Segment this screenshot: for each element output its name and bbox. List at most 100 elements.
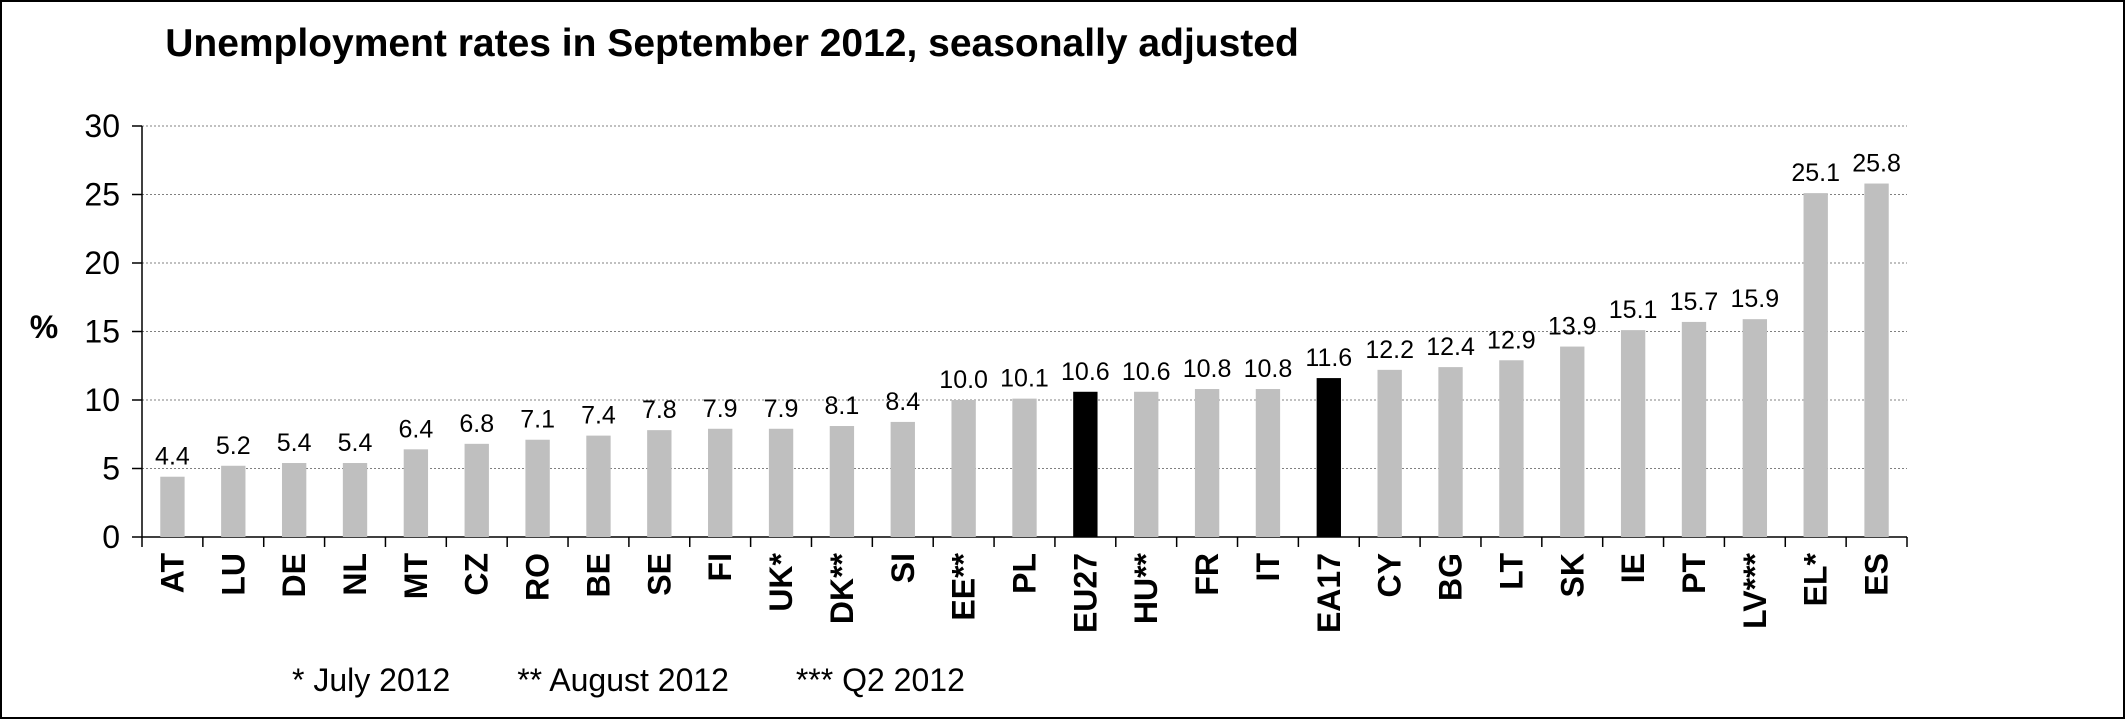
bar-dk — [829, 426, 855, 537]
value-label: 10.6 — [1122, 358, 1171, 386]
value-label: 25.8 — [1852, 150, 1901, 178]
value-label: 11.6 — [1305, 344, 1352, 372]
category-label: UK* — [763, 552, 799, 611]
bar-pl — [1012, 398, 1037, 537]
value-label: 13.9 — [1548, 313, 1597, 341]
bar-fi — [708, 428, 733, 537]
bar-hu — [1134, 391, 1159, 537]
bar-cy — [1377, 369, 1402, 537]
category-label: ES — [1859, 553, 1895, 596]
bar-de — [281, 463, 307, 537]
bar-ro — [525, 439, 550, 537]
category-label: NL — [337, 553, 373, 596]
footnote-q2: *** Q2 2012 — [795, 662, 965, 698]
value-label: 5.4 — [338, 429, 373, 457]
value-label: 7.9 — [703, 395, 738, 423]
bar-cz — [464, 443, 489, 537]
value-label: 10.8 — [1183, 355, 1232, 383]
bar-lu — [221, 465, 246, 537]
bar-eu27 — [1073, 391, 1098, 537]
bar-ea17 — [1316, 378, 1341, 537]
bar-ie — [1620, 330, 1646, 537]
category-label: MT — [398, 553, 434, 600]
category-label: PL — [1007, 553, 1043, 594]
category-label: IT — [1250, 553, 1286, 582]
footnote-august: ** August 2012 — [517, 662, 729, 698]
bar-be — [586, 435, 611, 537]
category-label: SI — [885, 553, 921, 583]
y-tick-label: 25 — [84, 177, 120, 213]
y-tick-label: 5 — [102, 451, 120, 487]
value-label: 10.1 — [1000, 365, 1049, 393]
bar-bg — [1438, 367, 1463, 537]
category-label: DE — [276, 553, 312, 597]
bar-lt — [1499, 360, 1524, 537]
bar-it — [1255, 389, 1281, 537]
bar-ee — [951, 400, 976, 537]
bar-lv — [1742, 319, 1768, 537]
y-tick-label: 0 — [102, 519, 120, 555]
value-label: 7.9 — [764, 395, 799, 423]
value-label: 8.1 — [825, 392, 860, 420]
value-label: 25.1 — [1791, 159, 1840, 187]
category-label: LT — [1493, 553, 1529, 590]
category-label: SK — [1554, 553, 1590, 597]
bar-pt — [1681, 321, 1707, 537]
bar-si — [890, 421, 915, 537]
category-label: IE — [1615, 553, 1651, 583]
category-label: AT — [154, 553, 190, 594]
category-label: FR — [1189, 553, 1225, 596]
bar-el — [1803, 193, 1828, 537]
value-label: 12.2 — [1365, 336, 1414, 364]
bar-nl — [342, 463, 368, 537]
bar-es — [1864, 183, 1889, 538]
value-label: 15.7 — [1670, 288, 1719, 316]
category-label: BG — [1433, 553, 1469, 601]
bar-fr — [1194, 389, 1220, 537]
category-label: RO — [520, 553, 556, 601]
footnotes: * July 2012 ** August 2012 *** Q2 2012 — [292, 662, 1023, 699]
y-tick-label: 30 — [84, 108, 120, 144]
y-axis-label: % — [30, 309, 58, 345]
category-label: CY — [1372, 553, 1408, 597]
category-label: LV*** — [1737, 552, 1773, 628]
category-label: EA17 — [1311, 553, 1347, 633]
category-label: HU** — [1128, 552, 1164, 624]
bar-sk — [1560, 346, 1585, 537]
category-label: EU27 — [1067, 553, 1103, 633]
category-label: BE — [580, 553, 616, 597]
category-label: PT — [1676, 553, 1712, 594]
value-label: 6.8 — [459, 410, 494, 438]
bar-uk — [768, 428, 794, 537]
y-tick-label: 10 — [84, 382, 120, 418]
value-label: 5.4 — [277, 429, 312, 457]
value-label: 15.1 — [1609, 296, 1658, 324]
category-label: EE** — [946, 552, 982, 620]
value-label: 5.2 — [216, 432, 251, 460]
y-tick-label: 20 — [84, 245, 120, 281]
value-label: 15.9 — [1731, 285, 1780, 313]
value-label: 4.4 — [155, 443, 190, 471]
value-label: 12.9 — [1487, 326, 1536, 354]
value-label: 10.8 — [1244, 355, 1293, 383]
category-label: DK** — [824, 552, 860, 624]
value-label: 10.6 — [1061, 358, 1110, 386]
value-label: 7.8 — [642, 396, 677, 424]
value-label: 6.4 — [398, 415, 433, 443]
y-tick-label: 15 — [84, 314, 120, 350]
value-label: 7.4 — [581, 402, 616, 430]
bar-at — [160, 476, 185, 537]
value-label: 8.4 — [885, 388, 920, 416]
category-label: EL* — [1798, 552, 1834, 606]
category-label: FI — [702, 553, 738, 581]
bar-mt — [403, 449, 429, 537]
value-label: 10.0 — [939, 366, 988, 394]
bar-se — [647, 430, 672, 537]
footnote-july: * July 2012 — [292, 662, 451, 698]
value-label: 7.1 — [520, 406, 555, 434]
category-label: SE — [641, 553, 677, 596]
category-label: CZ — [459, 553, 495, 596]
chart-title: Unemployment rates in September 2012, se… — [165, 22, 1299, 65]
